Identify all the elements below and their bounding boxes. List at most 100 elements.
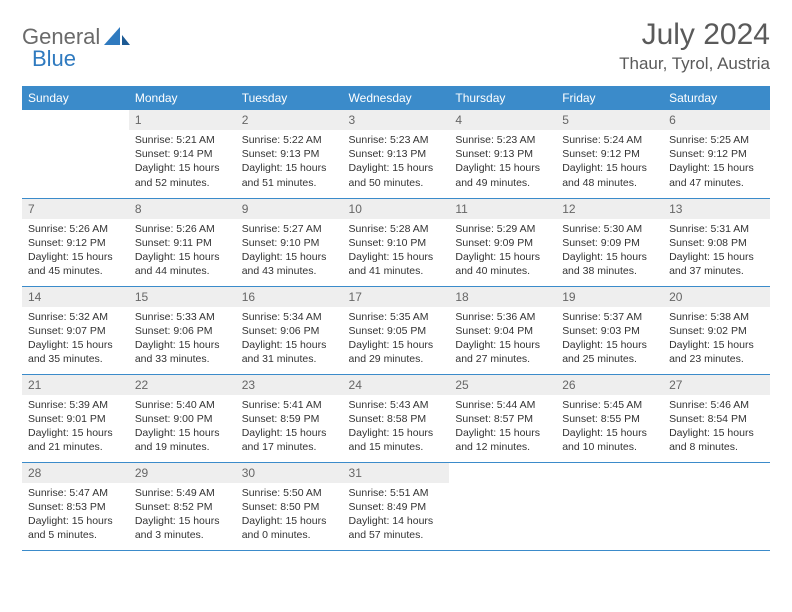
calendar-cell: 29Sunrise: 5:49 AMSunset: 8:52 PMDayligh…	[129, 462, 236, 550]
day-number: 18	[449, 287, 556, 307]
calendar-cell: 16Sunrise: 5:34 AMSunset: 9:06 PMDayligh…	[236, 286, 343, 374]
day-number: 24	[343, 375, 450, 395]
calendar-cell: 20Sunrise: 5:38 AMSunset: 9:02 PMDayligh…	[663, 286, 770, 374]
day-details: Sunrise: 5:51 AMSunset: 8:49 PMDaylight:…	[343, 483, 450, 547]
calendar-cell: ..	[556, 462, 663, 550]
day-header: Sunday	[22, 86, 129, 110]
calendar-cell: 19Sunrise: 5:37 AMSunset: 9:03 PMDayligh…	[556, 286, 663, 374]
day-details: Sunrise: 5:23 AMSunset: 9:13 PMDaylight:…	[343, 130, 450, 194]
day-header: Tuesday	[236, 86, 343, 110]
calendar-cell: 8Sunrise: 5:26 AMSunset: 9:11 PMDaylight…	[129, 198, 236, 286]
day-number: 9	[236, 199, 343, 219]
calendar-cell: 15Sunrise: 5:33 AMSunset: 9:06 PMDayligh…	[129, 286, 236, 374]
calendar-cell: 5Sunrise: 5:24 AMSunset: 9:12 PMDaylight…	[556, 110, 663, 198]
day-details: Sunrise: 5:27 AMSunset: 9:10 PMDaylight:…	[236, 219, 343, 283]
logo-sail-icon	[104, 25, 130, 50]
day-number: 5	[556, 110, 663, 130]
calendar-week: 21Sunrise: 5:39 AMSunset: 9:01 PMDayligh…	[22, 374, 770, 462]
calendar-cell: 17Sunrise: 5:35 AMSunset: 9:05 PMDayligh…	[343, 286, 450, 374]
day-details: Sunrise: 5:36 AMSunset: 9:04 PMDaylight:…	[449, 307, 556, 371]
calendar-week: 28Sunrise: 5:47 AMSunset: 8:53 PMDayligh…	[22, 462, 770, 550]
calendar-body: ..1Sunrise: 5:21 AMSunset: 9:14 PMDaylig…	[22, 110, 770, 550]
day-details: Sunrise: 5:40 AMSunset: 9:00 PMDaylight:…	[129, 395, 236, 459]
day-details: Sunrise: 5:24 AMSunset: 9:12 PMDaylight:…	[556, 130, 663, 194]
day-number: 31	[343, 463, 450, 483]
calendar-cell: 1Sunrise: 5:21 AMSunset: 9:14 PMDaylight…	[129, 110, 236, 198]
calendar-table: SundayMondayTuesdayWednesdayThursdayFrid…	[22, 86, 770, 551]
day-number: 8	[129, 199, 236, 219]
day-number: 15	[129, 287, 236, 307]
day-number: 17	[343, 287, 450, 307]
calendar-cell: 30Sunrise: 5:50 AMSunset: 8:50 PMDayligh…	[236, 462, 343, 550]
day-details: Sunrise: 5:47 AMSunset: 8:53 PMDaylight:…	[22, 483, 129, 547]
day-number: 6	[663, 110, 770, 130]
header: General July 2024 Thaur, Tyrol, Austria	[22, 18, 770, 74]
day-details: Sunrise: 5:39 AMSunset: 9:01 PMDaylight:…	[22, 395, 129, 459]
day-number: 7	[22, 199, 129, 219]
day-details: Sunrise: 5:41 AMSunset: 8:59 PMDaylight:…	[236, 395, 343, 459]
day-number: 25	[449, 375, 556, 395]
day-number: 16	[236, 287, 343, 307]
day-number: 1	[129, 110, 236, 130]
day-number: 13	[663, 199, 770, 219]
day-header: Wednesday	[343, 86, 450, 110]
location: Thaur, Tyrol, Austria	[619, 54, 770, 74]
day-number: 23	[236, 375, 343, 395]
calendar-cell: 18Sunrise: 5:36 AMSunset: 9:04 PMDayligh…	[449, 286, 556, 374]
calendar-cell: 7Sunrise: 5:26 AMSunset: 9:12 PMDaylight…	[22, 198, 129, 286]
calendar-cell: 31Sunrise: 5:51 AMSunset: 8:49 PMDayligh…	[343, 462, 450, 550]
day-number: 20	[663, 287, 770, 307]
calendar-cell: 21Sunrise: 5:39 AMSunset: 9:01 PMDayligh…	[22, 374, 129, 462]
calendar-cell: ..	[663, 462, 770, 550]
day-details: Sunrise: 5:21 AMSunset: 9:14 PMDaylight:…	[129, 130, 236, 194]
calendar-cell: 2Sunrise: 5:22 AMSunset: 9:13 PMDaylight…	[236, 110, 343, 198]
calendar-cell: 12Sunrise: 5:30 AMSunset: 9:09 PMDayligh…	[556, 198, 663, 286]
calendar-cell: 22Sunrise: 5:40 AMSunset: 9:00 PMDayligh…	[129, 374, 236, 462]
calendar-cell: 14Sunrise: 5:32 AMSunset: 9:07 PMDayligh…	[22, 286, 129, 374]
calendar-week: 14Sunrise: 5:32 AMSunset: 9:07 PMDayligh…	[22, 286, 770, 374]
calendar-cell: ..	[22, 110, 129, 198]
calendar-cell: 24Sunrise: 5:43 AMSunset: 8:58 PMDayligh…	[343, 374, 450, 462]
day-details: Sunrise: 5:29 AMSunset: 9:09 PMDaylight:…	[449, 219, 556, 283]
day-number: 22	[129, 375, 236, 395]
title-block: July 2024 Thaur, Tyrol, Austria	[619, 18, 770, 74]
calendar-cell: 28Sunrise: 5:47 AMSunset: 8:53 PMDayligh…	[22, 462, 129, 550]
day-number: 30	[236, 463, 343, 483]
calendar-cell: 10Sunrise: 5:28 AMSunset: 9:10 PMDayligh…	[343, 198, 450, 286]
day-number: 3	[343, 110, 450, 130]
day-number: 14	[22, 287, 129, 307]
day-details: Sunrise: 5:25 AMSunset: 9:12 PMDaylight:…	[663, 130, 770, 194]
day-details: Sunrise: 5:49 AMSunset: 8:52 PMDaylight:…	[129, 483, 236, 547]
day-details: Sunrise: 5:35 AMSunset: 9:05 PMDaylight:…	[343, 307, 450, 371]
calendar-head: SundayMondayTuesdayWednesdayThursdayFrid…	[22, 86, 770, 110]
calendar-cell: 23Sunrise: 5:41 AMSunset: 8:59 PMDayligh…	[236, 374, 343, 462]
day-details: Sunrise: 5:50 AMSunset: 8:50 PMDaylight:…	[236, 483, 343, 547]
day-header: Friday	[556, 86, 663, 110]
calendar-cell: 11Sunrise: 5:29 AMSunset: 9:09 PMDayligh…	[449, 198, 556, 286]
day-details: Sunrise: 5:43 AMSunset: 8:58 PMDaylight:…	[343, 395, 450, 459]
day-number: 29	[129, 463, 236, 483]
day-details: Sunrise: 5:34 AMSunset: 9:06 PMDaylight:…	[236, 307, 343, 371]
day-details: Sunrise: 5:23 AMSunset: 9:13 PMDaylight:…	[449, 130, 556, 194]
day-details: Sunrise: 5:22 AMSunset: 9:13 PMDaylight:…	[236, 130, 343, 194]
month-title: July 2024	[619, 18, 770, 52]
calendar-cell: 13Sunrise: 5:31 AMSunset: 9:08 PMDayligh…	[663, 198, 770, 286]
calendar-cell: 3Sunrise: 5:23 AMSunset: 9:13 PMDaylight…	[343, 110, 450, 198]
day-details: Sunrise: 5:44 AMSunset: 8:57 PMDaylight:…	[449, 395, 556, 459]
calendar-cell: 26Sunrise: 5:45 AMSunset: 8:55 PMDayligh…	[556, 374, 663, 462]
calendar-cell: 25Sunrise: 5:44 AMSunset: 8:57 PMDayligh…	[449, 374, 556, 462]
calendar-cell: 4Sunrise: 5:23 AMSunset: 9:13 PMDaylight…	[449, 110, 556, 198]
calendar-week: ..1Sunrise: 5:21 AMSunset: 9:14 PMDaylig…	[22, 110, 770, 198]
day-details: Sunrise: 5:45 AMSunset: 8:55 PMDaylight:…	[556, 395, 663, 459]
day-details: Sunrise: 5:26 AMSunset: 9:11 PMDaylight:…	[129, 219, 236, 283]
day-number: 28	[22, 463, 129, 483]
day-number: 26	[556, 375, 663, 395]
calendar-cell: ..	[449, 462, 556, 550]
day-header: Thursday	[449, 86, 556, 110]
day-details: Sunrise: 5:28 AMSunset: 9:10 PMDaylight:…	[343, 219, 450, 283]
calendar-cell: 9Sunrise: 5:27 AMSunset: 9:10 PMDaylight…	[236, 198, 343, 286]
day-details: Sunrise: 5:26 AMSunset: 9:12 PMDaylight:…	[22, 219, 129, 283]
day-details: Sunrise: 5:32 AMSunset: 9:07 PMDaylight:…	[22, 307, 129, 371]
day-number: 27	[663, 375, 770, 395]
day-number: 21	[22, 375, 129, 395]
